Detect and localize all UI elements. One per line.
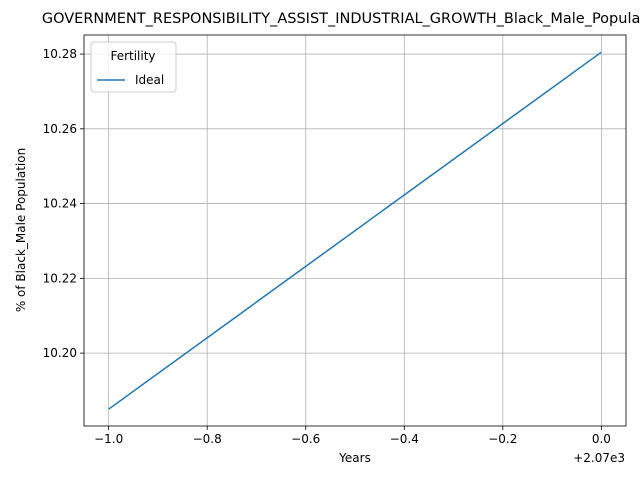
y-axis-label: % of Black_Male Population (14, 148, 28, 312)
x-tick-label: −0.2 (488, 432, 517, 446)
y-tick-label: 10.28 (43, 47, 77, 61)
x-axis-ticks: −1.0 −0.8 −0.6 −0.4 −0.2 0.0 (94, 426, 611, 446)
x-tick-label: −0.4 (390, 432, 419, 446)
y-tick-label: 10.22 (43, 271, 77, 285)
legend-title: Fertility (110, 49, 155, 63)
x-tick-label: −0.6 (291, 432, 320, 446)
chart-title: GOVERNMENT_RESPONSIBILITY_ASSIST_INDUSTR… (42, 11, 640, 27)
legend: Fertility Ideal (91, 42, 176, 92)
x-axis-label: Years (338, 451, 371, 465)
y-tick-label: 10.20 (43, 346, 77, 360)
x-axis-offset-label: +2.07e3 (573, 451, 625, 465)
legend-entry-ideal: Ideal (135, 73, 164, 87)
y-tick-label: 10.26 (43, 122, 77, 136)
x-tick-label: 0.0 (592, 432, 611, 446)
y-tick-label: 10.24 (43, 197, 77, 211)
x-tick-label: −0.8 (193, 432, 222, 446)
x-tick-label: −1.0 (94, 432, 123, 446)
y-axis-ticks: 10.20 10.22 10.24 10.26 10.28 (43, 47, 84, 360)
